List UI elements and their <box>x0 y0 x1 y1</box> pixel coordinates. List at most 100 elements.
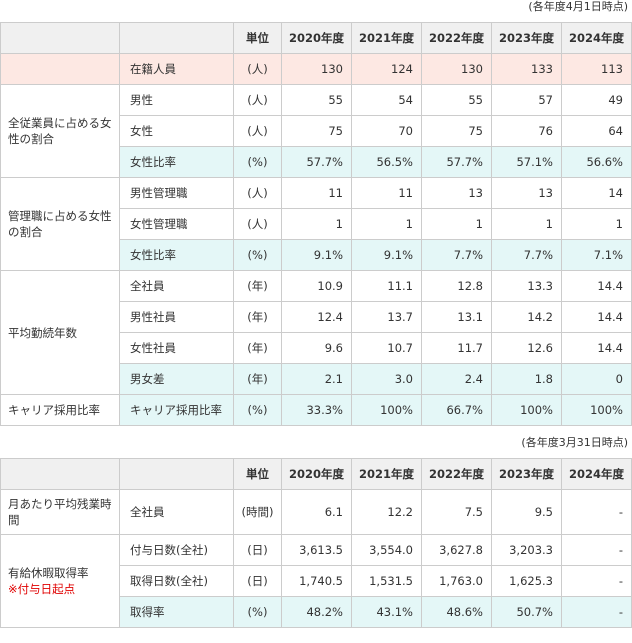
row-unit: (%) <box>233 596 282 628</box>
row-unit: (年) <box>233 270 282 302</box>
table-row: キャリア採用比率 キャリア採用比率 (%) 33.3% 100% 66.7% 1… <box>0 394 632 426</box>
value-cell: 76 <box>491 115 562 147</box>
value-cell: 13 <box>421 177 492 209</box>
row-label: 在籍人員 <box>119 53 234 85</box>
value-cell: 14.4 <box>561 270 632 302</box>
table-row: 取得率 (%) 48.2% 43.1% 48.6% 50.7% - <box>1 596 632 628</box>
row-unit: (人) <box>233 115 282 147</box>
header-2021: 2021年度 <box>351 22 422 54</box>
value-cell: 10.7 <box>351 332 422 364</box>
value-cell: 7.5 <box>421 489 492 535</box>
value-cell: 14.2 <box>491 301 562 333</box>
group-label: キャリア採用比率 <box>0 394 120 426</box>
value-cell: 1,763.0 <box>421 565 492 597</box>
header-unit: 単位 <box>233 458 282 490</box>
header-2022: 2022年度 <box>421 458 492 490</box>
row-unit: (人) <box>233 53 282 85</box>
value-cell: 57 <box>491 84 562 116</box>
value-cell: 100% <box>491 394 562 426</box>
value-cell: 55 <box>281 84 352 116</box>
value-cell: 10.9 <box>281 270 352 302</box>
header-2023: 2023年度 <box>491 22 562 54</box>
blank-cell <box>0 53 120 85</box>
header-empty <box>119 22 234 54</box>
row-label: 男女差 <box>119 363 234 395</box>
row-unit: (人) <box>233 84 282 116</box>
value-cell: 7.7% <box>491 239 562 271</box>
group-label: 全従業員に占める女性の割合 <box>0 84 120 178</box>
value-cell: 130 <box>421 53 492 85</box>
value-cell: - <box>561 534 632 566</box>
header-row: 単位 2020年度 2021年度 2022年度 2023年度 2024年度 <box>0 458 632 490</box>
group-label: 平均勤続年数 <box>0 270 120 395</box>
header-2020: 2020年度 <box>281 458 352 490</box>
header-2021: 2021年度 <box>351 458 422 490</box>
value-cell: 3,613.5 <box>281 534 352 566</box>
value-cell: 133 <box>491 53 562 85</box>
value-cell: 57.7% <box>281 146 352 178</box>
value-cell: 14 <box>561 177 632 209</box>
table-row: 女性比率 (%) 9.1% 9.1% 7.7% 7.7% 7.1% <box>1 239 632 271</box>
note-as-of-april: (各年度4月1日時点) <box>528 0 628 13</box>
row-unit: (日) <box>233 534 282 566</box>
workforce-table: 単位 2020年度 2021年度 2022年度 2023年度 2024年度 在籍… <box>0 22 632 426</box>
table-row: 女性 (人) 75 70 75 76 64 <box>1 115 632 147</box>
value-cell: 1 <box>491 208 562 240</box>
value-cell: 75 <box>421 115 492 147</box>
table-row: 女性比率 (%) 57.7% 56.5% 57.7% 57.1% 56.6% <box>1 146 632 178</box>
row-label: キャリア採用比率 <box>119 394 234 426</box>
value-cell: 9.1% <box>281 239 352 271</box>
value-cell: 2.1 <box>281 363 352 395</box>
header-2024: 2024年度 <box>561 22 632 54</box>
value-cell: 1,625.3 <box>491 565 562 597</box>
value-cell: 75 <box>281 115 352 147</box>
header-empty <box>0 22 120 54</box>
row-unit: (年) <box>233 363 282 395</box>
header-2022: 2022年度 <box>421 22 492 54</box>
value-cell: 56.5% <box>351 146 422 178</box>
table-row: 有給休暇取得率 ※付与日起点 付与日数(全社) (日) 3,613.5 3,55… <box>0 534 632 628</box>
table-row: 男女差 (年) 2.1 3.0 2.4 1.8 0 <box>1 363 632 395</box>
row-label: 全社員 <box>119 270 234 302</box>
value-cell: 3.0 <box>351 363 422 395</box>
row-unit: (年) <box>233 332 282 364</box>
worktime-table: 単位 2020年度 2021年度 2022年度 2023年度 2024年度 月あ… <box>0 458 632 628</box>
value-cell: 12.2 <box>351 489 422 535</box>
value-cell: 43.1% <box>351 596 422 628</box>
value-cell: - <box>561 565 632 597</box>
row-unit: (%) <box>233 239 282 271</box>
value-cell: 7.7% <box>421 239 492 271</box>
row-label: 女性比率 <box>119 146 234 178</box>
group-note: ※付与日起点 <box>8 582 76 596</box>
value-cell: 64 <box>561 115 632 147</box>
table-row: 管理職に占める女性の割合 男性管理職 (人) 11 11 13 13 14 <box>0 177 632 271</box>
value-cell: 0 <box>561 363 632 395</box>
value-cell: 48.6% <box>421 596 492 628</box>
header-empty <box>0 458 120 490</box>
row-label: 男性 <box>119 84 234 116</box>
table-row: 全従業員に占める女性の割合 男性 (人) 55 54 55 57 49 <box>0 84 632 178</box>
value-cell: 3,627.8 <box>421 534 492 566</box>
value-cell: 13.7 <box>351 301 422 333</box>
value-cell: 13.3 <box>491 270 562 302</box>
row-unit: (日) <box>233 565 282 597</box>
value-cell: 12.4 <box>281 301 352 333</box>
value-cell: 49 <box>561 84 632 116</box>
row-label: 全社員 <box>119 489 234 535</box>
group-cell: 有給休暇取得率 ※付与日起点 <box>0 534 120 628</box>
value-cell: 2.4 <box>421 363 492 395</box>
value-cell: 1 <box>351 208 422 240</box>
group-label: 月あたり平均残業時間 <box>0 489 120 535</box>
value-cell: 57.7% <box>421 146 492 178</box>
row-label: 女性社員 <box>119 332 234 364</box>
value-cell: 11.7 <box>421 332 492 364</box>
table-row: 取得日数(全社) (日) 1,740.5 1,531.5 1,763.0 1,6… <box>1 565 632 597</box>
row-label: 女性比率 <box>119 239 234 271</box>
row-label: 男性社員 <box>119 301 234 333</box>
value-cell: 12.8 <box>421 270 492 302</box>
header-2024: 2024年度 <box>561 458 632 490</box>
value-cell: 14.4 <box>561 332 632 364</box>
value-cell: 100% <box>351 394 422 426</box>
row-unit: (時間) <box>233 489 282 535</box>
value-cell: 11.1 <box>351 270 422 302</box>
